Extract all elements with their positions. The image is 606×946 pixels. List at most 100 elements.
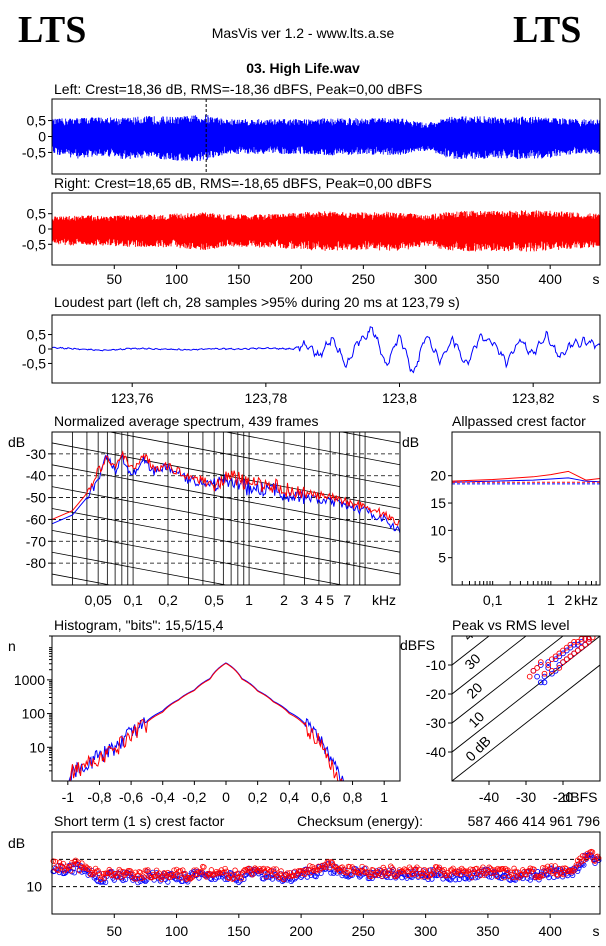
right-waveform-ytick-label: 0 [38,221,46,237]
peak-rms-ytick-label: -30 [426,715,446,731]
peak-rms-point-right [537,659,544,665]
peak-rms-point-right [567,641,574,648]
short-crest-point-right [278,868,284,874]
short-crest-point-right [552,863,558,869]
short-crest-point-right [596,855,602,861]
spectrum-xtick-label: 2 [280,592,288,608]
short-crest-point-right [313,868,319,874]
short-crest-point-right [540,865,546,871]
short-crest-point-right [511,865,517,872]
peak-rms-point-right [556,665,563,671]
short-crest-point-right [277,871,283,877]
short-crest-point-right [217,870,223,876]
loudest-part-ytick-label: 0 [38,341,46,357]
peak-rms-point-left [537,679,544,686]
peak-rms-point-right [530,667,537,674]
short-crest-point-right [546,866,552,873]
short-crest-point-right [457,871,464,878]
spectrum-slope-line [52,529,345,585]
short-crest-point-right [404,869,410,875]
short-crest-point-right [437,872,444,878]
short-crest-point-right [131,876,137,882]
allpassed-title: Allpassed crest factor [452,413,586,429]
short-crest-point-right [508,871,515,878]
spectrum-ytick-label: -50 [26,490,46,506]
short-crest-point-right [548,863,555,869]
short-crest-point-left [327,866,333,873]
short-crest-point-left [536,877,542,883]
spectrum-slope-line [52,486,400,553]
short-crest-point-right [175,873,181,880]
loudest-part-xtick-label: 123,82 [512,390,555,406]
app-title: MasVis ver 1.2 - www.lts.a.se [211,25,395,41]
peak-rms-point-right [571,650,577,657]
peak-rms-xtick-label: -20 [553,789,573,805]
short-crest-point-right [493,873,500,880]
loudest-part-panel: Loudest part (left ch, 28 samples >95% d… [22,294,601,406]
allpassed-ylabel: dB [402,434,419,450]
peak-rms-point-right [552,653,559,660]
file-title: 03. High Life.wav [246,60,360,76]
spectrum-xtick-label: 0,1 [123,592,143,608]
peak-rms-diagonal [452,664,600,781]
short-crest-point-right [198,869,205,875]
short-crest-point-right [328,859,334,865]
short-crest-point-right [127,868,134,874]
short-crest-point-right [229,876,236,882]
peak-rms-xlabel: dBFS [562,789,597,805]
short-crest-point-right [403,867,409,873]
histogram-xtick-label: 0 [222,789,230,805]
short-crest-point-right [284,870,291,876]
short-crest-point-right [469,874,475,881]
loudest-part-frame [51,314,601,384]
loudest-part-title: Loudest part (left ch, 28 samples >95% d… [54,294,460,310]
short-crest-point-left [456,876,462,883]
short-crest-point-right [261,865,267,872]
short-crest-point-right [323,864,329,870]
peak-rms-diagonal [452,636,564,724]
histogram-ytick-label: 10 [29,739,45,755]
short-crest-point-right [152,873,159,880]
histogram-xtick-label: -0,6 [119,789,143,805]
right-waveform-title: Right: Crest=18,65 dB, RMS=-18,65 dBFS, … [54,175,432,191]
spectrum-ytick-label: -60 [26,511,46,527]
short-crest-point-right [298,867,304,874]
short-crest-xunit: s [593,923,600,939]
short-crest-point-right [340,866,347,873]
spectrum-xtick-label: 0,05 [85,592,112,608]
peak-rms-point-right [571,638,577,645]
short-crest-point-left [346,873,353,879]
short-crest-point-right [236,870,242,877]
short-crest-point-right [390,867,396,873]
spectrum-slope-line [52,508,400,575]
short-crest-point-right [567,867,573,874]
short-crest-point-left [299,873,306,879]
short-crest-point-right [573,862,580,868]
short-crest-point-right [266,867,272,873]
short-crest-point-left [275,876,282,882]
spectrum-title: Normalized average spectrum, 439 frames [54,413,319,429]
histogram-ytick-label: 100 [22,706,46,722]
short-crest-point-right [214,870,221,877]
spectrum-xtick-label: 0,2 [158,592,178,608]
peak-rms-point-left [556,653,563,660]
short-crest-point-left [330,870,337,876]
peak-rms-point-right [578,644,585,651]
short-crest-point-right [513,874,520,880]
short-crest-point-right [388,863,394,869]
checksum-value: 587 466 414 961 796 [468,813,601,829]
peak-rms-point-right [560,647,566,654]
peak-rms-point-left [552,656,559,663]
histogram-xtick-label: -0,4 [151,789,175,805]
right-waveform-frame [51,192,601,266]
short-crest-point-right [441,866,448,873]
allpassed-ytick-label: 10 [430,522,446,538]
peak-rms-point-right [526,673,533,680]
short-crest-point-left [574,868,581,874]
short-crest-point-right [348,871,354,878]
spectrum-slope-line [52,551,229,585]
histogram-series-right [67,662,345,782]
short-crest-point-right [439,867,445,873]
